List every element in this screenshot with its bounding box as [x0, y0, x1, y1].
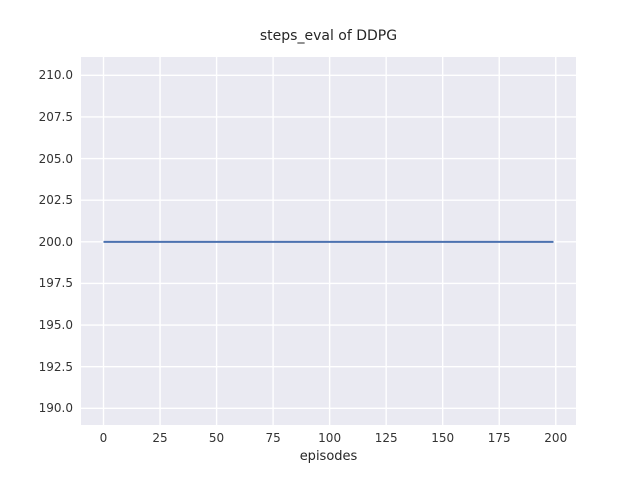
x-tick-label: 150 [431, 431, 455, 445]
y-tick-label: 210.0 [38, 68, 73, 83]
x-tick-labels: 0 25 50 75 100 125 150 175 200 [81, 431, 576, 447]
chart-title: steps_eval of DDPG [259, 28, 398, 44]
x-tick-label: 125 [374, 431, 398, 445]
y-tick-label: 197.5 [38, 276, 73, 291]
x-tick-label: 25 [152, 431, 168, 445]
x-tick-label: 0 [99, 431, 108, 445]
y-tick-label: 190.0 [38, 401, 73, 416]
y-tick-label: 202.5 [38, 193, 73, 208]
plot-canvas [81, 57, 576, 425]
y-tick-label: 205.0 [38, 151, 73, 166]
y-tick-label: 195.0 [38, 318, 73, 333]
y-tick-labels: 190.0 192.5 195.0 197.5 200.0 202.5 205.0 207.5… [0, 57, 73, 425]
x-tick-label: 100 [318, 431, 342, 445]
plot-area [81, 57, 576, 425]
y-tick-label: 192.5 [38, 359, 73, 374]
x-tick-label: 175 [487, 431, 511, 445]
y-tick-label: 200.0 [38, 234, 73, 249]
x-tick-label: 50 [208, 431, 225, 445]
x-axis-label: episodes [299, 449, 358, 464]
y-tick-label: 207.5 [38, 109, 73, 124]
x-tick-label: 200 [544, 431, 568, 445]
x-tick-label: 75 [265, 431, 281, 445]
